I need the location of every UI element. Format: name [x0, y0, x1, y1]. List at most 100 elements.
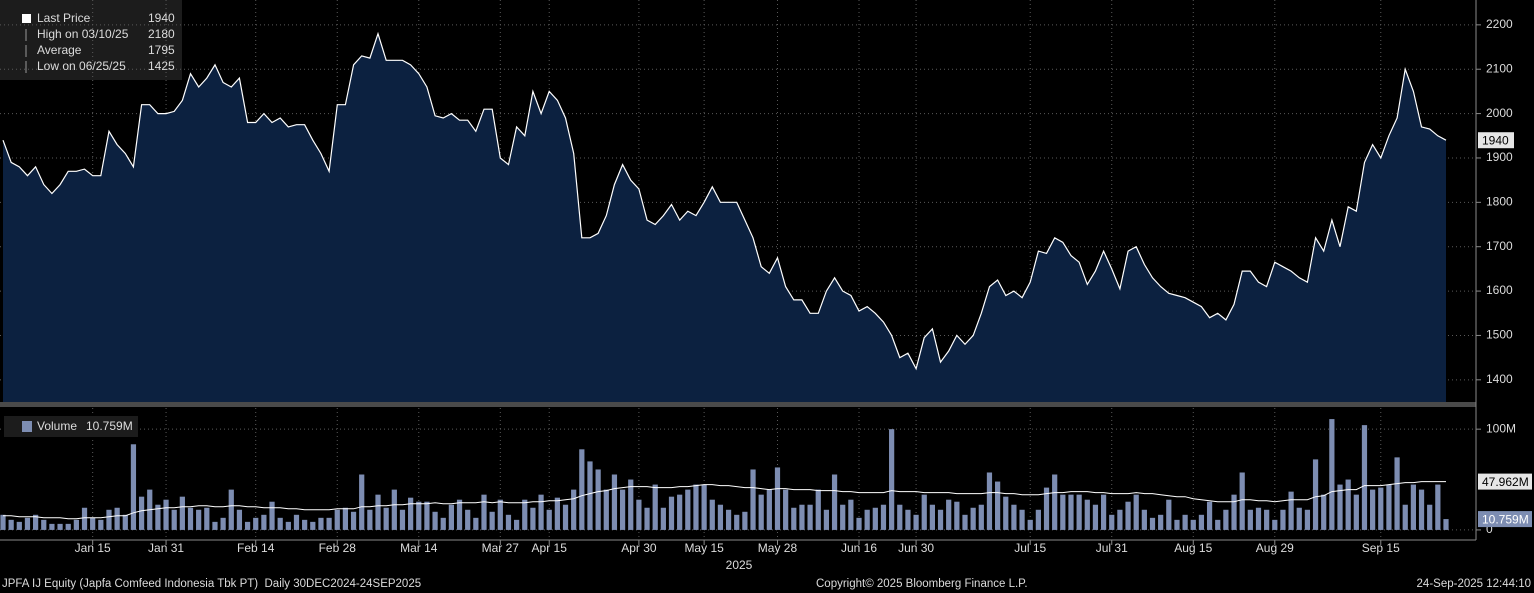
volume-bar	[1133, 494, 1139, 530]
volume-bar	[1117, 509, 1123, 530]
volume-bar	[734, 514, 740, 530]
volume-bar	[1312, 459, 1319, 530]
volume-bar	[840, 504, 846, 530]
volume-bar	[416, 501, 422, 530]
volume-bar	[1304, 509, 1311, 530]
x-tick-label: Aug 29	[1256, 541, 1294, 555]
volume-bar	[1410, 484, 1416, 530]
volume-bar	[1337, 484, 1343, 530]
volume-bar	[1141, 509, 1147, 530]
y-tick-label: 1500	[1486, 328, 1513, 342]
x-tick-label: Feb 28	[319, 541, 357, 555]
volume-bar	[0, 514, 6, 530]
legend-label: Last Price	[37, 11, 91, 25]
x-tick-label: Jul 31	[1096, 541, 1128, 555]
volume-bar	[848, 499, 854, 530]
volume-bar	[522, 499, 528, 530]
legend-value: 1940	[148, 11, 175, 25]
volume-bar	[1435, 484, 1441, 530]
volume-bar	[1125, 501, 1131, 530]
volume-bar	[187, 507, 194, 530]
volume-bar	[155, 504, 161, 530]
volume-bar	[179, 496, 185, 530]
volume-bar	[24, 517, 31, 530]
volume-bar	[766, 489, 772, 530]
x-tick-label: Mar 27	[482, 541, 520, 555]
volume-bar	[326, 517, 332, 530]
volume-bar	[1068, 494, 1074, 530]
volume-bar	[1378, 487, 1384, 530]
volume-bar	[302, 519, 308, 530]
volume-bar	[98, 519, 104, 530]
volume-bar	[269, 501, 275, 530]
volume-bar	[538, 494, 544, 530]
y-tick-label: 1700	[1486, 239, 1513, 253]
volume-bar	[1264, 509, 1270, 530]
price-area	[3, 33, 1446, 402]
volume-bar	[701, 484, 707, 530]
volume-bar	[937, 509, 944, 530]
volume-bar	[81, 507, 88, 530]
volume-bar	[571, 489, 577, 530]
y-tick-label: 1900	[1486, 150, 1513, 164]
legend-box	[4, 416, 138, 437]
legend-value: 1425	[148, 59, 175, 73]
volume-bar	[1174, 519, 1180, 530]
volume-bar	[725, 509, 732, 530]
volume-tag-label: 10.759M	[1482, 512, 1529, 526]
volume-bar	[709, 499, 715, 530]
volume-bar	[823, 509, 830, 530]
x-axis-year: 2025	[726, 558, 753, 572]
volume-tag	[1478, 511, 1532, 528]
volume-bar	[1231, 494, 1237, 530]
volume-bar	[587, 461, 593, 530]
volume-bar	[1060, 494, 1066, 530]
volume-bar	[41, 519, 47, 530]
volume-bar	[334, 509, 340, 530]
volume-bar	[986, 472, 993, 530]
volume-bar	[236, 509, 243, 530]
volume-bar	[448, 504, 454, 530]
last-price-tag-label: 1940	[1482, 133, 1509, 147]
volume-bar	[758, 494, 764, 530]
volume-bar	[33, 514, 39, 530]
volume-bar	[954, 501, 960, 530]
volume-bar	[1280, 509, 1286, 530]
volume-bar	[644, 507, 650, 530]
volume-bar	[310, 521, 316, 530]
volume-bar	[57, 523, 63, 530]
volume-bar	[611, 474, 618, 530]
volume-bar	[432, 511, 438, 530]
volume-bar	[774, 467, 781, 530]
volume-bar	[799, 504, 805, 530]
volume-bar	[244, 521, 251, 530]
legend-icon	[22, 14, 31, 23]
volume-bar	[554, 497, 560, 530]
volume-bar	[8, 519, 14, 530]
volume-bar	[73, 519, 79, 530]
price-line	[2, 31, 1447, 371]
x-tick-label: Apr 15	[532, 541, 568, 555]
volume-bar	[440, 517, 446, 530]
x-tick-label: Feb 14	[237, 541, 275, 555]
volume-bar	[49, 523, 55, 530]
legend-icon	[22, 421, 32, 432]
x-tick-label: Jun 30	[898, 541, 934, 555]
x-tick-label: Sep 15	[1362, 541, 1400, 555]
volume-bar	[856, 517, 862, 530]
volume-bar	[90, 517, 96, 530]
legend-box	[0, 0, 182, 80]
volume-bar	[562, 504, 569, 530]
volume-bar	[1035, 509, 1041, 530]
x-tick-label: Jun 16	[841, 541, 877, 555]
volume-bar	[889, 429, 895, 530]
x-tick-label: May 28	[758, 541, 798, 555]
volume-bar	[171, 509, 177, 530]
x-tick-label: Jan 31	[148, 541, 184, 555]
volume-bar	[383, 507, 389, 530]
volume-bar	[212, 521, 218, 530]
volume-bar	[668, 496, 675, 530]
volume-bar	[220, 517, 226, 530]
volume-bar	[815, 489, 821, 530]
y-tick-label: 100M	[1486, 421, 1516, 435]
